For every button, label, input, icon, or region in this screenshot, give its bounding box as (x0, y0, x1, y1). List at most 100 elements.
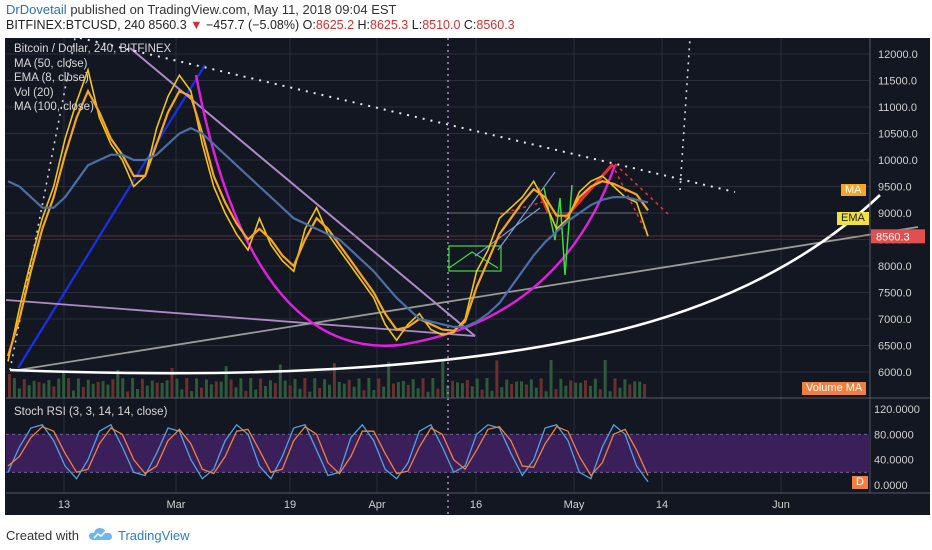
y-tick-label: 7000.0 (878, 314, 912, 326)
volume-bar (431, 378, 435, 398)
x-tick-label: 13 (58, 499, 70, 511)
stoch-tick-label: 40.0000 (874, 455, 914, 467)
volume-bar (136, 388, 139, 398)
volume-bar (588, 385, 592, 398)
volume-bar (411, 379, 415, 398)
y-tick-label: 6000.0 (878, 367, 912, 379)
volume-bar (549, 360, 553, 398)
y-tick-label: 9500.0 (878, 182, 912, 194)
volume-bar (264, 386, 267, 398)
volume-bar (505, 379, 509, 398)
legend: Bitcoin / Dollar, 240, BITFINEX MA (50, … (14, 42, 171, 115)
volume-bar (372, 390, 376, 398)
stoch-tick-label: 80.0000 (874, 429, 914, 441)
volume-bar (623, 379, 627, 398)
volume-bar (347, 379, 351, 398)
white-dotted-right (679, 38, 691, 191)
volume-bar (352, 386, 356, 398)
publish-line: DrDovetail published on TradingView.com,… (6, 2, 396, 17)
stoch-label: Stoch RSI (3, 3, 14, 14, close) (14, 406, 168, 418)
volume-bar (72, 390, 75, 398)
legend-vol: Vol (20) (14, 86, 54, 99)
y-tick-label: 11500.0 (878, 76, 917, 88)
x-tick-label: Mar (167, 499, 186, 511)
y-tick-label: 6500.0 (878, 341, 912, 353)
volume-bar (475, 378, 479, 398)
volume-bar (465, 380, 469, 398)
volume-bar (362, 390, 366, 398)
volume-bar (490, 390, 494, 398)
volume-bar (116, 369, 120, 398)
volume-bar (200, 387, 203, 398)
x-tick-label: 16 (470, 499, 482, 511)
volume-bar (638, 381, 642, 398)
volume-bar (12, 378, 16, 398)
volume-bar (121, 378, 125, 398)
stoch-tick-label: 120.0000 (874, 404, 920, 416)
x-tick-label: Jun (772, 499, 790, 511)
last-price-tag (871, 229, 925, 244)
volume-bar (278, 364, 282, 398)
volume-bar (451, 380, 455, 398)
volume-bar (42, 383, 46, 398)
volume-bar (22, 379, 26, 398)
low-label: L: (411, 18, 423, 32)
d-tag: D (852, 476, 868, 489)
volume-bar (446, 385, 450, 398)
volume-bar (426, 391, 430, 398)
legend-title: Bitcoin / Dollar, 240, BITFINEX (14, 43, 172, 55)
volume-bar (101, 381, 105, 398)
ma-tag: MA (841, 184, 866, 196)
volume-bar (643, 383, 647, 398)
volume-bar (209, 384, 213, 398)
volume-bar (62, 371, 66, 398)
chart-area[interactable]: 12000.0 11500.0 11000.0 10500.0 10000.0 9500.… (5, 38, 930, 515)
volume-bar (598, 389, 602, 398)
volume-bar (392, 383, 395, 398)
volume-bar (308, 391, 312, 398)
tradingview-brand[interactable]: TradingView (118, 528, 190, 543)
published-text: published on TradingView.com, May 11, 20… (70, 2, 397, 17)
author-link[interactable]: DrDovetail (6, 2, 67, 17)
volume-bar (67, 378, 71, 398)
volume-bar (441, 360, 445, 398)
volume-bar (145, 385, 149, 398)
volume-bar (254, 389, 258, 398)
footer: Created with TradingView (0, 515, 932, 550)
volume-bar (328, 384, 331, 398)
volume-bar (81, 386, 85, 398)
volume-bar (37, 382, 41, 398)
volume-bar (318, 388, 322, 398)
legend-ma50: MA (50, close) (14, 57, 88, 70)
volume-bar (224, 366, 228, 398)
volume-bar (190, 391, 194, 398)
volume-bar (406, 384, 410, 398)
y-tick-label: 7500.0 (878, 288, 912, 300)
volume-bar (470, 386, 474, 398)
price-chart-svg[interactable]: 12000.0 11500.0 11000.0 10500.0 10000.0 9500.… (5, 38, 930, 515)
volume-bar (456, 382, 459, 398)
close-value: 8560.3 (476, 18, 515, 32)
high-label: H: (357, 18, 371, 32)
last-price: 8560.3 (148, 18, 187, 32)
volume-bar (495, 360, 499, 398)
volume-bar (510, 383, 514, 398)
series-ma-50-close- (7, 126, 649, 328)
volume-bar (515, 381, 519, 398)
volume-bar (111, 379, 115, 398)
volume-bar (27, 385, 31, 398)
ema-tag: EMA (837, 212, 869, 225)
y-tick-label: 11000.0 (878, 102, 917, 114)
volume-bar (603, 360, 607, 398)
volume-bar (569, 380, 573, 398)
volume-bar (170, 367, 174, 398)
volume-bar (436, 388, 440, 398)
volume-bar (96, 381, 100, 398)
volume-bar (175, 378, 179, 398)
volume-bar (106, 384, 110, 398)
white-dotted-resistance (79, 38, 736, 193)
red-dashed-small (499, 199, 551, 215)
volume-bar (401, 380, 405, 398)
volume-bar (367, 378, 371, 398)
y-tick-label: 9000.0 (878, 208, 912, 220)
